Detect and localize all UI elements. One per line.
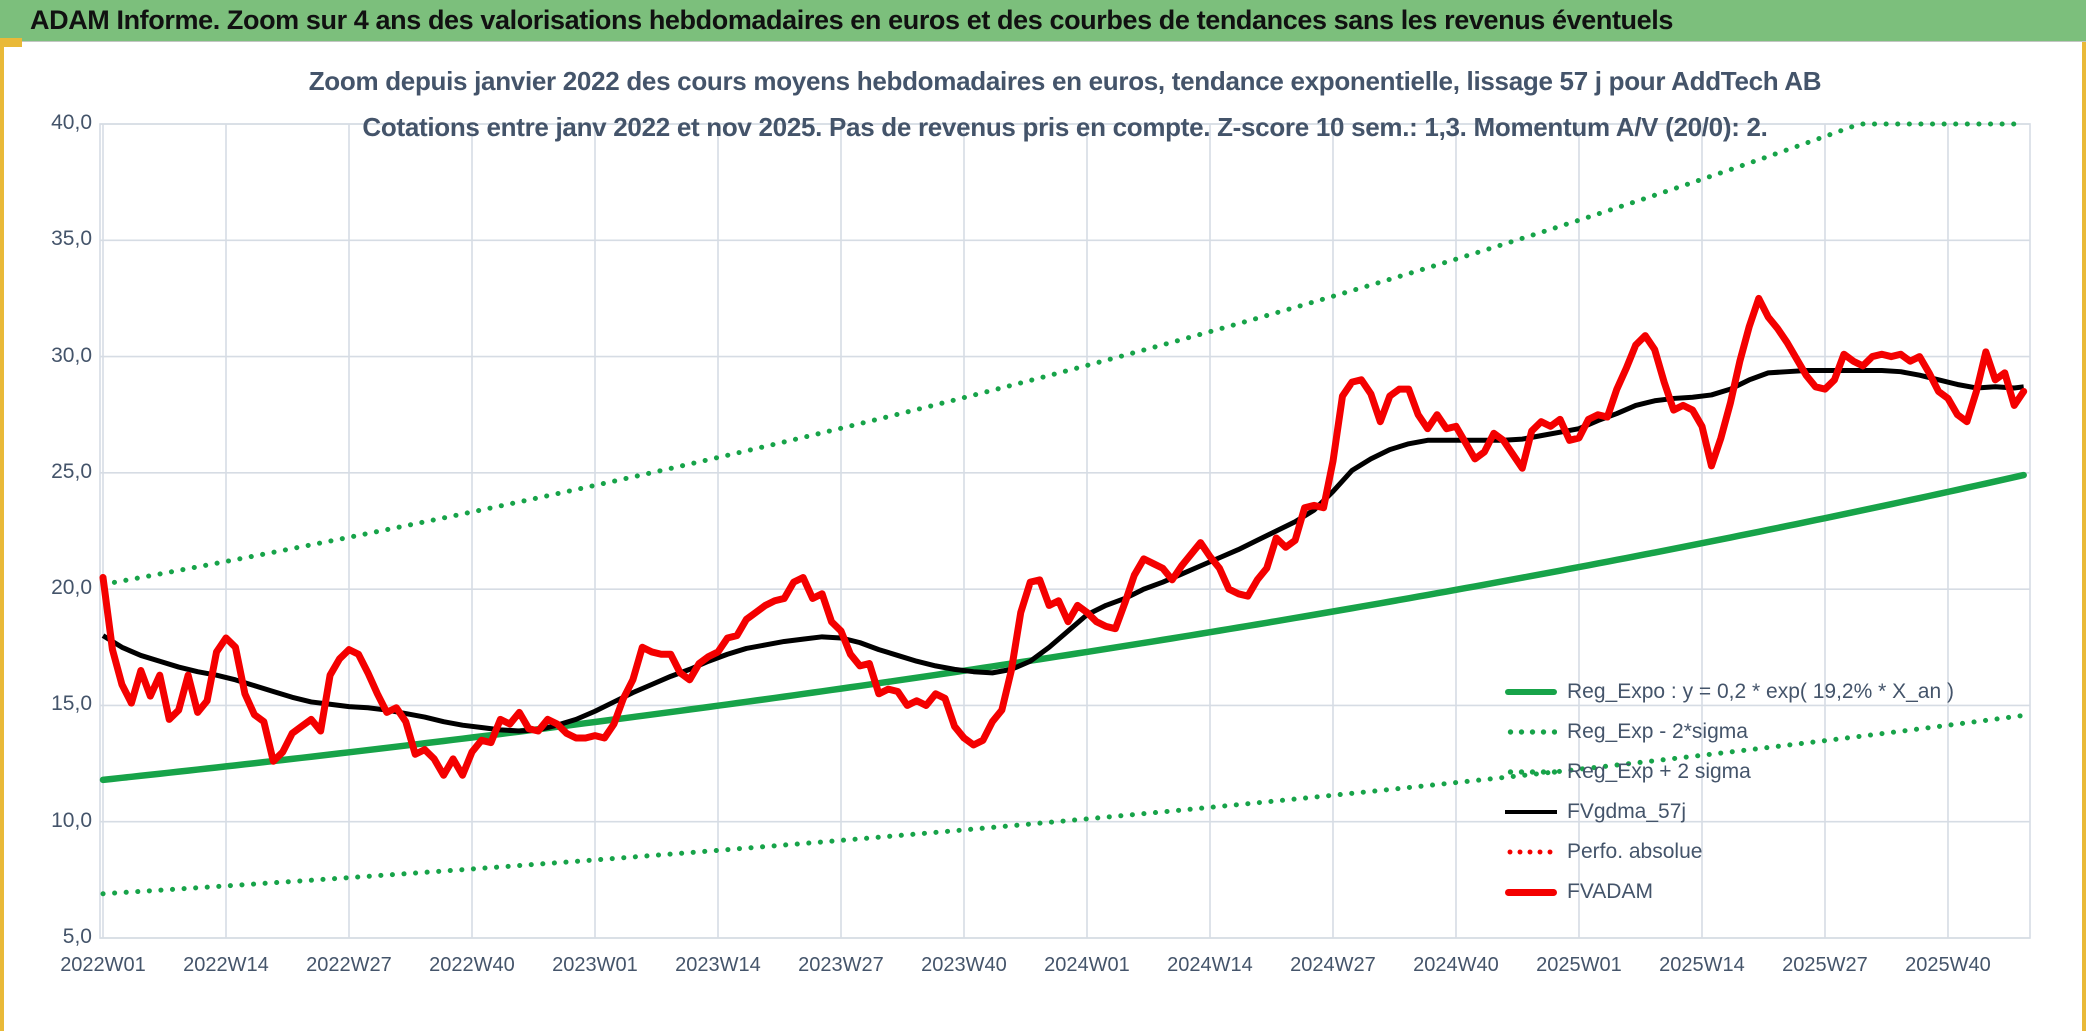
header-bar: ADAM Informe. Zoom sur 4 ans des valoris… (0, 0, 2086, 42)
y-axis-tick-label: 15,0 (51, 692, 92, 716)
x-axis-tick-label: 2025W40 (1905, 954, 1991, 976)
series-fvadam (99, 294, 2028, 779)
x-axis-tick-label: 2023W27 (798, 954, 884, 976)
legend-item-reg-plus-2sigma: Reg_Exp + 2 sigma (1505, 752, 1954, 792)
plot-border (99, 123, 2031, 939)
y-axis-tick-label: 10,0 (51, 808, 92, 832)
x-axis-tick-label: 2022W40 (429, 954, 515, 976)
legend-label: Reg_Expo : y = 0,2 * exp( 19,2% * X_an ) (1567, 680, 1954, 703)
legend-sample-solid-black-line (1505, 810, 1557, 814)
legend-label: FVADAM (1567, 880, 1653, 903)
x-axis-tick-label: 2025W14 (1659, 954, 1745, 976)
legend-label: Reg_Exp - 2*sigma (1567, 720, 1748, 743)
chart-legend: Reg_Expo : y = 0,2 * exp( 19,2% * X_an )… (1505, 672, 1954, 912)
x-axis-tick-label: 2024W01 (1044, 954, 1130, 976)
y-axis-tick-label: 20,0 (51, 576, 92, 600)
legend-sample-dotted-green-line (1505, 769, 1557, 775)
legend-label: Reg_Exp + 2 sigma (1567, 760, 1751, 783)
x-axis-tick-label: 2024W14 (1167, 954, 1253, 976)
legend-item-fvgdma: FVgdma_57j (1505, 792, 1954, 832)
series-fvgdma-57j (101, 368, 2024, 734)
y-axis-tick-label: 35,0 (51, 227, 92, 251)
y-axis-tick-label: 5,0 (62, 925, 92, 948)
legend-item-reg-expo: Reg_Expo : y = 0,2 * exp( 19,2% * X_an ) (1505, 672, 1954, 712)
legend-sample-dotted-green-line (1505, 729, 1557, 735)
x-axis-tick-label: 2025W01 (1536, 954, 1622, 976)
x-axis-tick-label: 2024W40 (1413, 954, 1499, 976)
y-axis-tick-label: 30,0 (51, 343, 92, 367)
series-reg-exp-plus-2sigma (100, 121, 2027, 587)
x-axis-tick-label: 2022W27 (306, 954, 392, 976)
legend-sample-solid-red-line (1505, 888, 1557, 896)
x-axis-tick-label: 2025W27 (1782, 954, 1868, 976)
legend-item-reg-minus-2sigma: Reg_Exp - 2*sigma (1505, 712, 1954, 752)
legend-sample-solid-green-line (1505, 689, 1557, 695)
legend-label: Perfo. absolue (1567, 840, 1703, 863)
series-reg-exp-minus-2sigma (100, 712, 2027, 897)
x-axis-tick-label: 2023W14 (675, 954, 761, 976)
y-axis-tick-label: 25,0 (51, 459, 92, 483)
legend-item-fvadam: FVADAM (1505, 872, 1954, 912)
legend-sample-dotted-red-line (1505, 849, 1557, 855)
chart-title-line1: Zoom depuis janvier 2022 des cours moyen… (308, 66, 1822, 96)
series-reg-expo (99, 471, 2027, 784)
x-axis-tick-label: 2022W01 (60, 954, 146, 976)
x-axis-tick-label: 2023W40 (921, 954, 1007, 976)
legend-item-perfo-absolue: Perfo. absolue (1505, 832, 1954, 872)
x-axis-tick-label: 2022W14 (183, 954, 269, 976)
window-border-right (2082, 42, 2086, 1031)
chart-title-line2: Cotations entre janv 2022 et nov 2025. P… (362, 112, 1768, 142)
y-axis-tick-label: 40,0 (51, 111, 92, 134)
window-border-left (0, 38, 4, 1031)
header-title: ADAM Informe. Zoom sur 4 ans des valoris… (30, 5, 1673, 35)
x-axis-tick-label: 2023W01 (552, 954, 638, 976)
window-border-notch (0, 38, 22, 47)
x-axis-tick-label: 2024W27 (1290, 954, 1376, 976)
legend-label: FVgdma_57j (1567, 800, 1687, 823)
